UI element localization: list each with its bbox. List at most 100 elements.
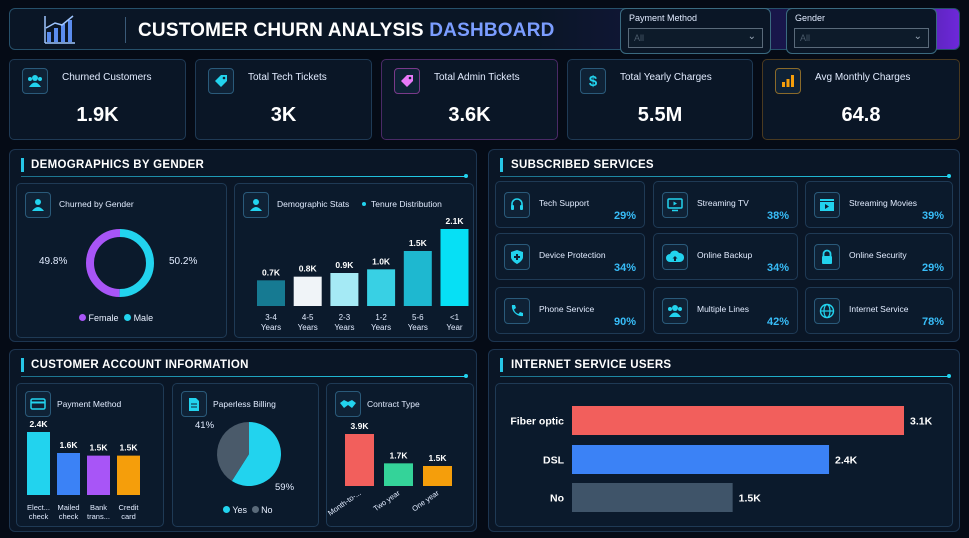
payment-method-dropdown[interactable]: All ⌄: [628, 28, 763, 48]
payment-bar-label: 2.4K: [30, 419, 49, 429]
internet-bar-label: 2.4K: [835, 455, 858, 467]
internet-category-label: DSL: [543, 455, 565, 467]
tenure-tick-label: 1-2: [375, 313, 387, 322]
tenure-tick-label: 4-5: [302, 313, 314, 322]
payment-method-slicer[interactable]: Payment Method All ⌄: [620, 8, 771, 54]
legend-female-dot: [79, 314, 86, 321]
payment-method-card: Payment Method 2.4K Elect... check 1.6K Mail…: [16, 383, 164, 527]
header-divider: [125, 17, 126, 43]
payment-tick-label: card: [121, 512, 136, 521]
service-name: Streaming TV: [697, 198, 749, 208]
payment-tick-label: Bank: [90, 503, 107, 512]
internet-category-label: No: [550, 493, 564, 505]
payment-bar: [27, 432, 50, 495]
service-name: Multiple Lines: [697, 304, 749, 314]
tenure-tick-label: 3-4: [265, 313, 277, 322]
billing-pie-slice: [231, 422, 281, 486]
tenure-bar: [440, 229, 469, 306]
section-divider: [21, 376, 465, 377]
contract-bar: [384, 463, 413, 486]
gender-dropdown[interactable]: All ⌄: [794, 28, 929, 48]
tenure-tick-label: 5-6: [412, 313, 424, 322]
tenure-bar-label: 0.9K: [335, 260, 354, 270]
payment-method-value: All: [634, 33, 645, 43]
internet-bar: [572, 406, 904, 435]
internet-bar-label: 1.5K: [739, 493, 762, 505]
bar-chart-icon: [775, 68, 801, 94]
billing-legend: Yes No: [223, 505, 273, 515]
legend-yes-label: Yes: [232, 505, 248, 515]
tenure-bar: [367, 269, 396, 306]
tenure-bar: [257, 280, 285, 306]
contract-tick-label: Month-to-...: [327, 488, 363, 517]
payment-tick-label: Elect...: [27, 503, 50, 512]
tenure-bar: [293, 276, 322, 306]
section-accent-bar: [500, 358, 503, 372]
tag-icon: [208, 68, 234, 94]
kpi-value: 5.5M: [637, 104, 683, 126]
user-icon: [25, 192, 51, 218]
service-pct: 29%: [921, 262, 944, 274]
page-title-accent: DASHBOARD: [429, 20, 555, 41]
payment-method-slicer-label: Payment Method: [629, 13, 698, 23]
kpi-admin-tickets: Total Admin Tickets 3.6K: [381, 59, 558, 140]
billing-no-pct: 41%: [195, 420, 215, 431]
gender-slicer-label: Gender: [795, 13, 826, 23]
kpi-value: 3K: [270, 104, 297, 126]
kpi-value: 64.8: [841, 104, 881, 126]
handshake-icon: [335, 391, 361, 417]
credit-card-icon: [25, 391, 51, 417]
payment-bar: [117, 455, 140, 495]
card-title: Churned by Gender: [59, 199, 134, 209]
kpi-label: Total Yearly Charges: [620, 72, 712, 83]
payment-tick-label: check: [29, 512, 49, 521]
internet-bar: [572, 445, 830, 474]
section-divider: [21, 176, 465, 177]
gender-value: All: [800, 33, 811, 43]
section-title: DEMOGRAPHICS BY GENDER: [31, 159, 205, 171]
service-pct: 42%: [766, 316, 789, 328]
section-divider-dot: [464, 374, 468, 378]
gender-slicer[interactable]: Gender All ⌄: [786, 8, 937, 54]
users-icon: [662, 298, 688, 324]
tenure-bar-label: 2.1K: [446, 216, 465, 226]
payment-tick-label: Mailed: [57, 503, 79, 512]
headset-icon: [504, 192, 530, 218]
tenure-tick-label: 2-3: [339, 313, 351, 322]
phone-icon: [504, 298, 530, 324]
billing-pie-slice: [217, 422, 249, 482]
legend-no-dot: [251, 506, 259, 513]
document-icon: [181, 391, 207, 417]
kpi-label: Avg Monthly Charges: [815, 72, 911, 83]
tenure-tick-label: Years: [408, 323, 428, 332]
kpi-yearly-charges: $ Total Yearly Charges 5.5M: [567, 59, 753, 140]
section-accent-bar: [500, 158, 503, 172]
account-panel: CUSTOMER ACCOUNT INFORMATION Payment Met…: [9, 349, 477, 532]
tenure-bar-label: 1.0K: [372, 256, 391, 266]
section-accent-bar: [21, 158, 24, 172]
section-title: CUSTOMER ACCOUNT INFORMATION: [31, 359, 249, 371]
contract-bar-label: 3.9K: [351, 421, 370, 431]
user-icon: [243, 192, 269, 218]
internet-panel: INTERNET SERVICE USERS Fiber optic 3.1K DS…: [488, 349, 960, 532]
section-divider-dot: [464, 174, 468, 178]
chevron-down-icon: ⌄: [913, 31, 922, 42]
legend-male-label: Male: [133, 313, 154, 323]
tenure-tick-label: Years: [261, 323, 281, 332]
section-divider: [500, 176, 948, 177]
film-icon: [814, 192, 840, 218]
service-name: Internet Service: [849, 304, 909, 314]
tag-icon: [394, 68, 420, 94]
internet-chart-card: Fiber optic 3.1K DSL 2.4K No 1.5K: [495, 383, 953, 527]
kpi-value: 3.6K: [448, 104, 491, 126]
paperless-billing-card: Paperless Billing 41% 59% Yes No: [172, 383, 319, 527]
cloud-upload-icon: [662, 244, 688, 270]
payment-tick-label: check: [59, 512, 79, 521]
tenure-bar: [403, 251, 432, 306]
demographics-panel: DEMOGRAPHICS BY GENDER Churned by Gender…: [9, 149, 477, 342]
card-title: Contract Type: [367, 399, 420, 409]
tenure-bar-label: 0.7K: [262, 267, 281, 277]
tenure-tick-label: Year: [446, 323, 463, 332]
card-title: Paperless Billing: [213, 399, 276, 409]
service-name: Tech Support: [539, 198, 590, 208]
